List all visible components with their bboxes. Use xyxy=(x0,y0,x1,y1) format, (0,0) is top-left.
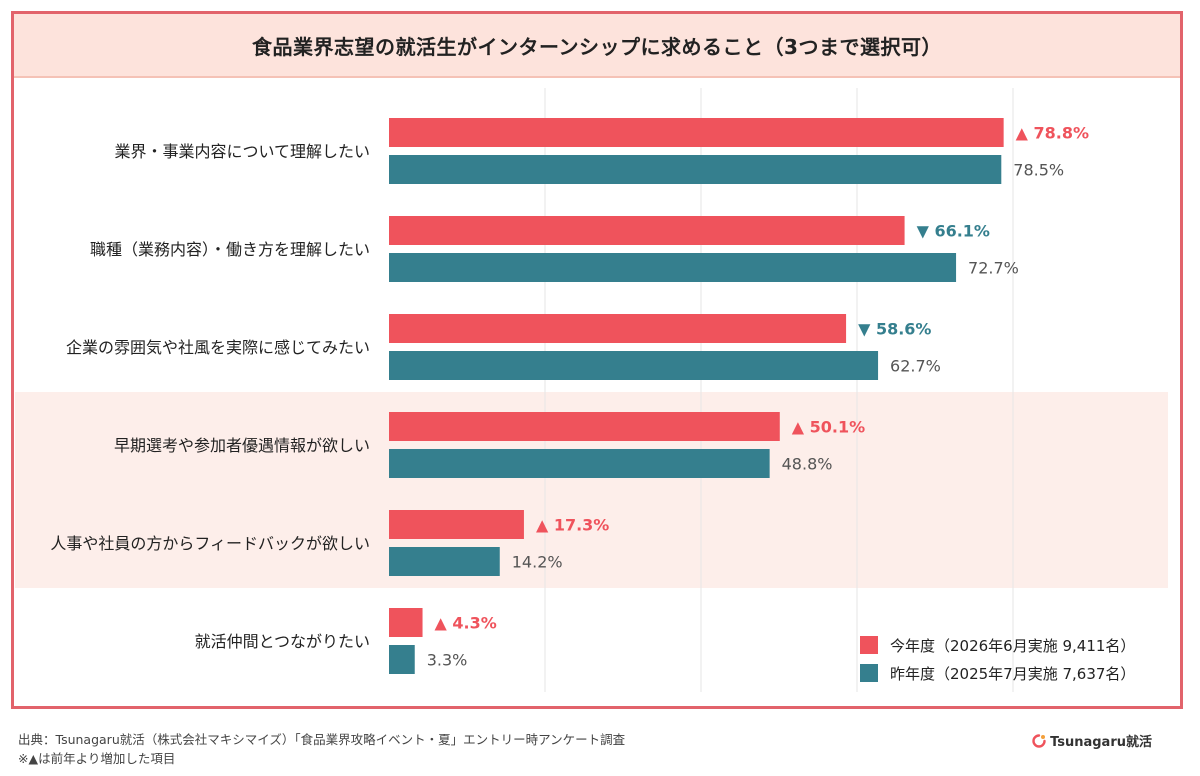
trend-note: ※▲は前年より増加した項目 xyxy=(18,751,176,766)
data-label-previous: 14.2% xyxy=(512,553,563,572)
data-label-previous: 62.7% xyxy=(890,357,941,376)
data-label-previous: 72.7% xyxy=(968,259,1019,278)
bar-previous xyxy=(389,547,500,576)
data-label-previous: 3.3% xyxy=(427,651,468,670)
data-label-previous: 78.5% xyxy=(1013,161,1064,180)
bar-previous xyxy=(389,645,415,674)
footer: 出典：Tsunagaru就活（株式会社マキシマイズ）「食品業界攻略イベント・夏」… xyxy=(18,730,625,768)
data-label-current: ▲ 4.3% xyxy=(435,614,497,633)
legend-swatch xyxy=(860,664,878,682)
legend-label: 昨年度（2025年7月実施 7,637名） xyxy=(890,665,1135,683)
brand: Tsunagaru就活 xyxy=(1032,731,1152,750)
bar-current xyxy=(389,314,847,343)
data-label-current: ▼ 58.6% xyxy=(858,320,931,339)
bar-previous xyxy=(389,253,957,282)
bar-previous xyxy=(389,351,879,380)
source-note: 出典：Tsunagaru就活（株式会社マキシマイズ）「食品業界攻略イベント・夏」… xyxy=(18,732,626,747)
data-label-current: ▲ 50.1% xyxy=(792,418,865,437)
bar-current xyxy=(389,118,1004,147)
data-label-current: ▼ 66.1% xyxy=(917,222,990,241)
data-label-current: ▲ 78.8% xyxy=(1016,124,1089,143)
data-label-previous: 48.8% xyxy=(782,455,833,474)
bar-current xyxy=(389,608,423,637)
category-label: 人事や社員の方からフィードバックが欲しい xyxy=(50,534,370,553)
data-label-current: ▲ 17.3% xyxy=(536,516,609,535)
bar-previous xyxy=(389,155,1002,184)
bar-current xyxy=(389,216,905,245)
category-label: 企業の雰囲気や社風を実際に感じてみたい xyxy=(66,338,370,357)
legend-label: 今年度（2026年6月実施 9,411名） xyxy=(890,637,1135,655)
category-label: 業界・事業内容について理解したい xyxy=(114,142,370,161)
category-label: 就活仲間とつながりたい xyxy=(195,632,370,651)
brand-name: Tsunagaru就活 xyxy=(1050,735,1152,750)
category-label: 早期選考や参加者優遇情報が欲しい xyxy=(114,436,370,455)
bar-current xyxy=(389,510,524,539)
legend-swatch xyxy=(860,636,878,654)
bar-previous xyxy=(389,449,770,478)
chart-title: 食品業界志望の就活生がインターンシップに求めること（3つまで選択可） xyxy=(252,34,942,59)
title-band: 食品業界志望の就活生がインターンシップに求めること（3つまで選択可） xyxy=(14,14,1180,78)
bar-current xyxy=(389,412,780,441)
brand-logo-icon xyxy=(1032,733,1046,748)
category-label: 職種（業務内容）・働き方を理解したい xyxy=(90,240,370,259)
